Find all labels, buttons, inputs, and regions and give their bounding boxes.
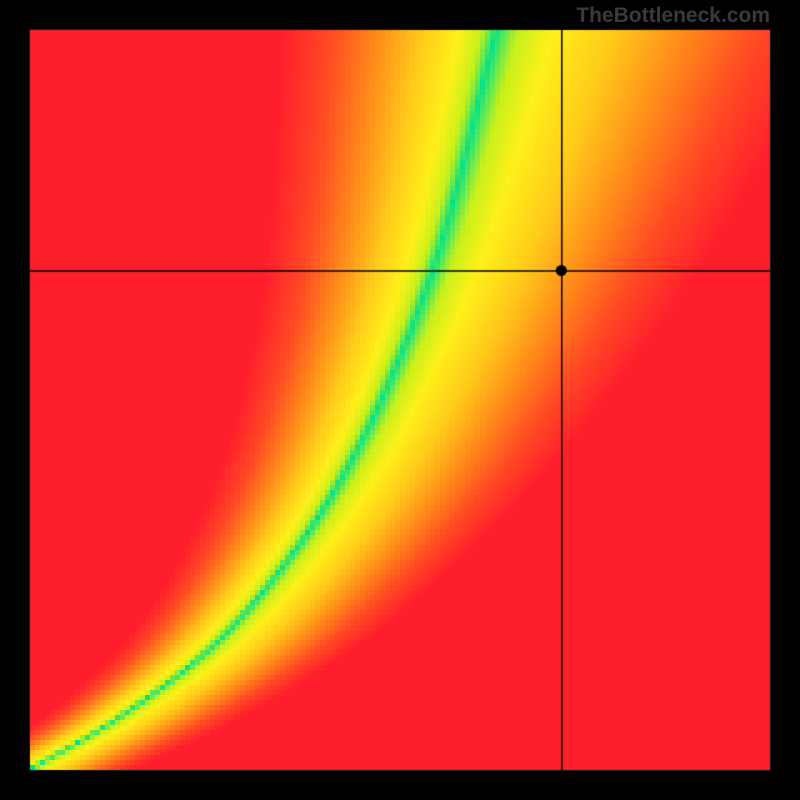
chart-stage: TheBottleneck.com — [0, 0, 800, 800]
attribution-label: TheBottleneck.com — [576, 4, 770, 28]
crosshair-overlay — [0, 0, 800, 800]
